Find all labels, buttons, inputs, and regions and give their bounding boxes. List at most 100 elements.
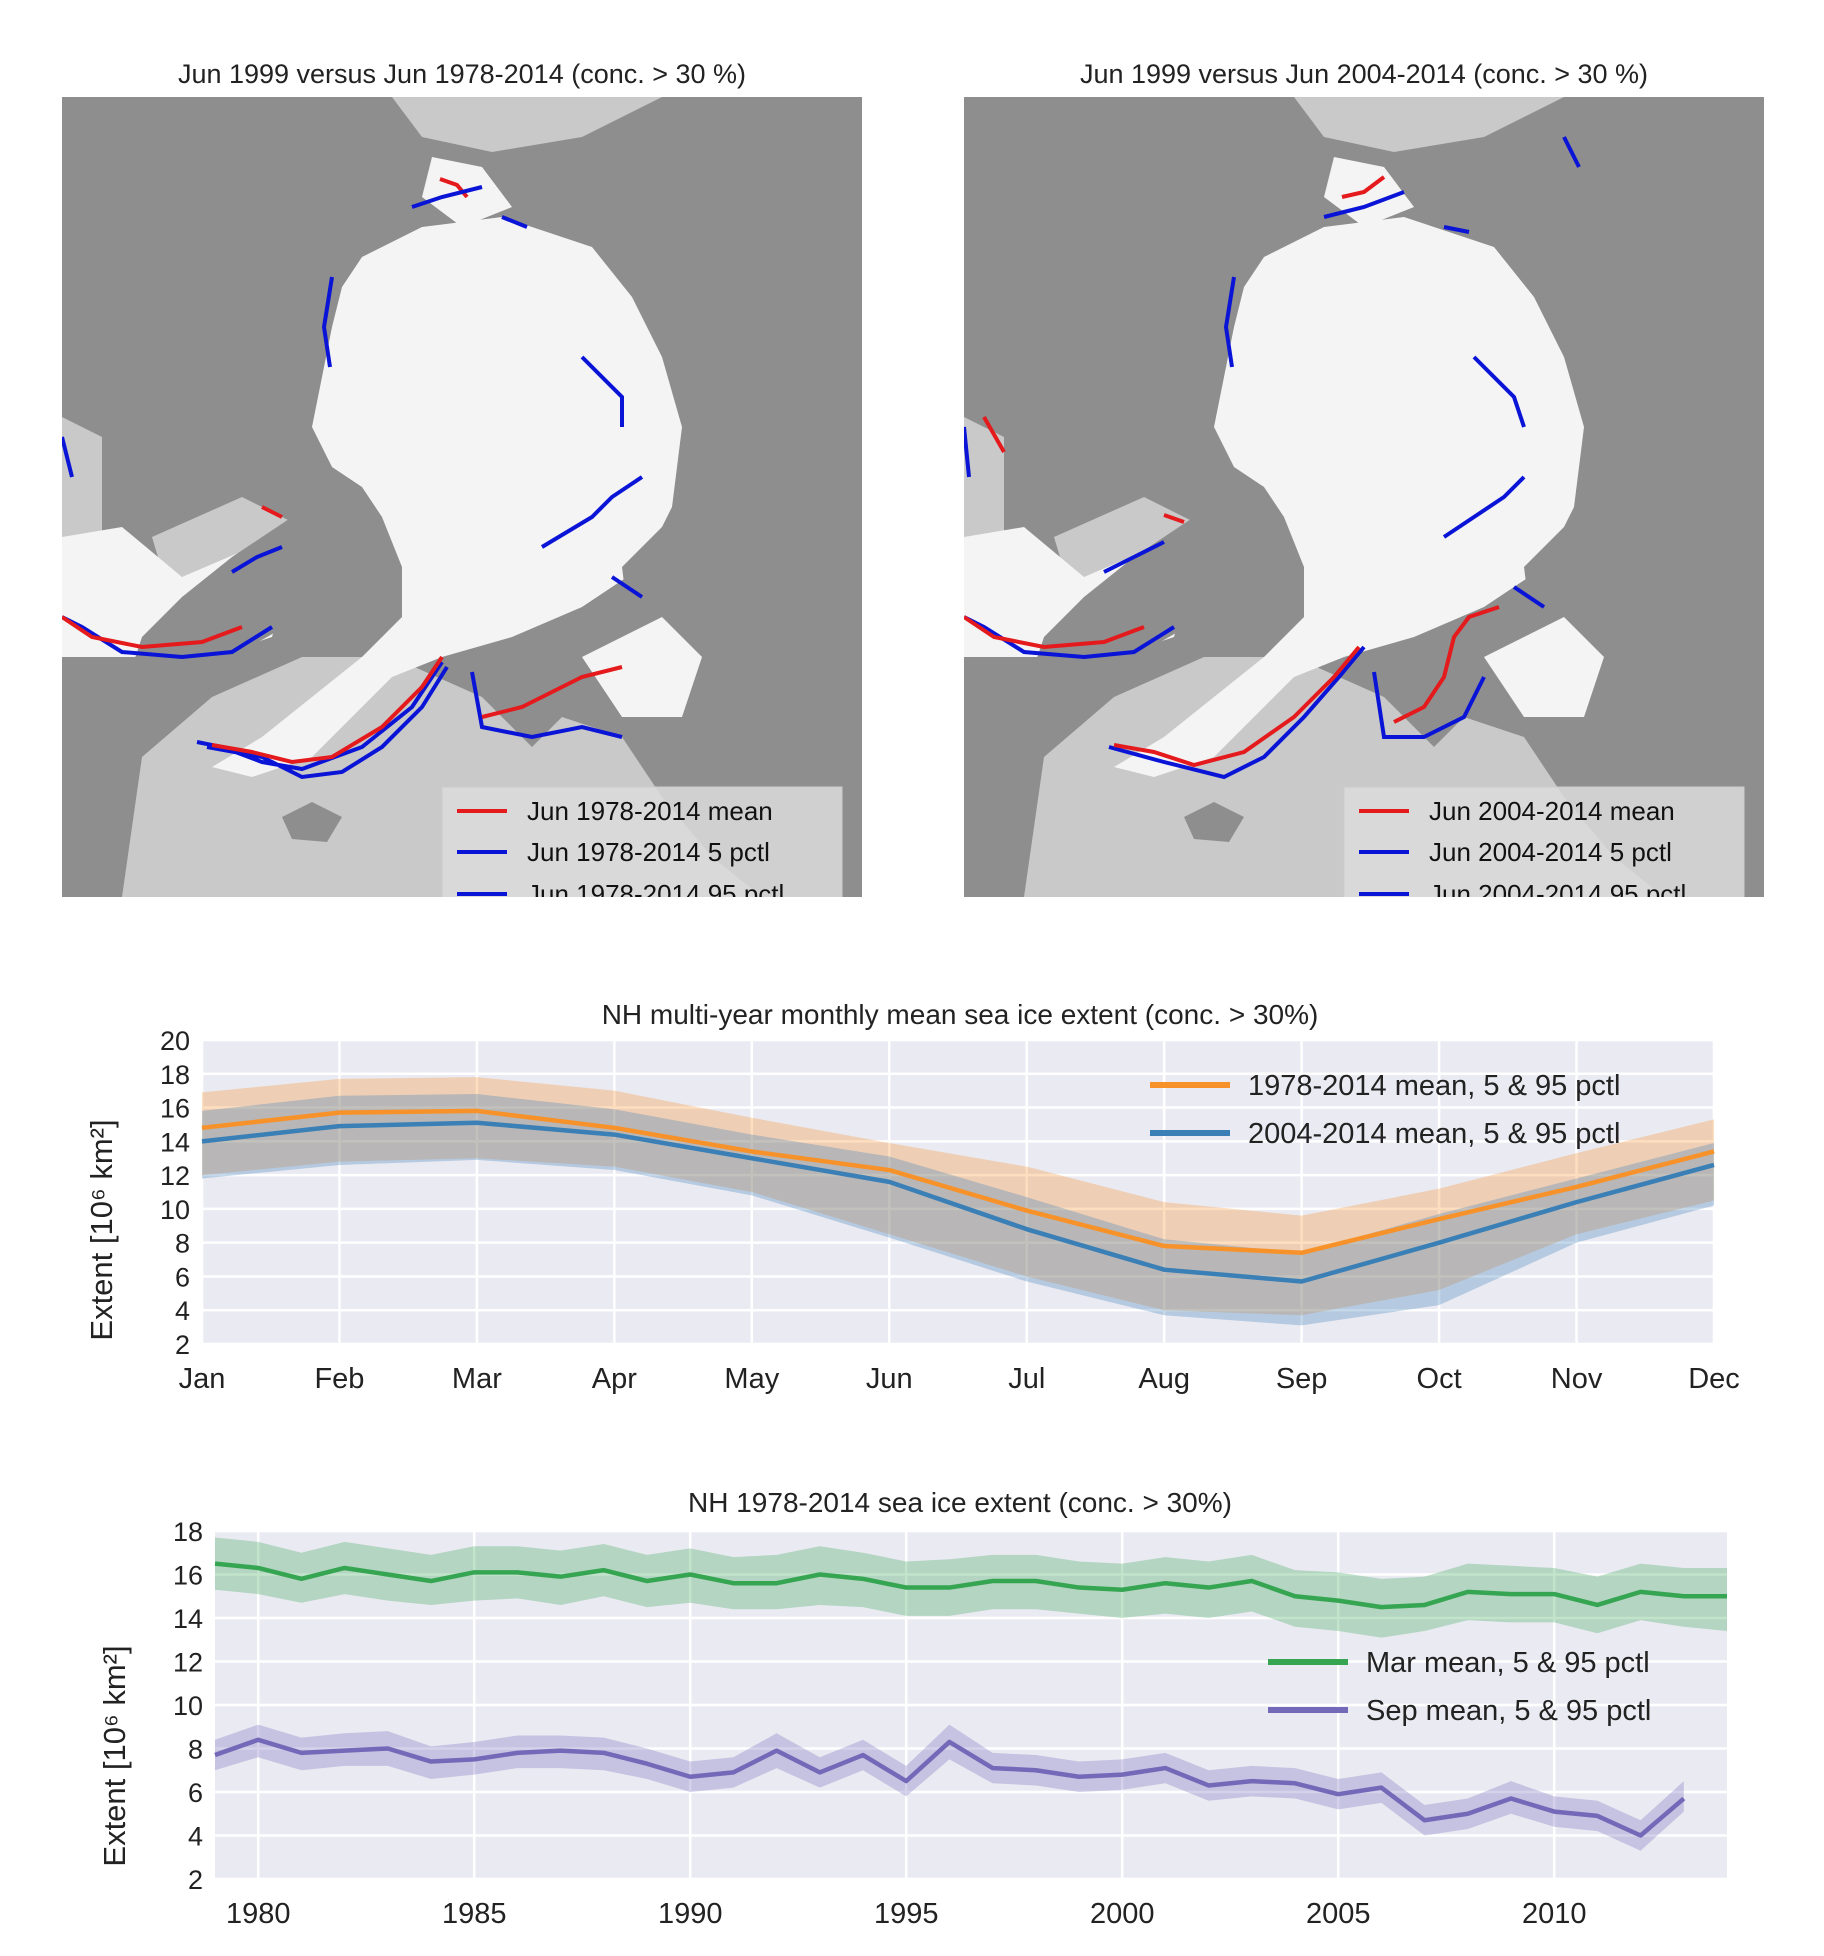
x-tick-label: May bbox=[724, 1363, 779, 1395]
land-novaya-zemlya bbox=[1524, 527, 1584, 617]
y-tick-label: 14 bbox=[160, 1127, 190, 1157]
y-tick-label: 14 bbox=[173, 1604, 203, 1634]
series-line bbox=[214, 1737, 1686, 1838]
x-tick-label: 2000 bbox=[1090, 1898, 1155, 1926]
land-svalbard bbox=[462, 642, 522, 697]
contour-95-pctl bbox=[61, 615, 623, 780]
y-tick-label: 8 bbox=[188, 1735, 203, 1765]
x-tick-labels: Jan Feb Mar Apr May Jun Jul Aug Sep Oct Nov Dec bbox=[179, 1363, 1740, 1395]
yearly-extent-chart: NH 1978-2014 sea ice extent (conc. > 30%… bbox=[97, 1487, 1727, 1926]
map-title: Jun 1999 versus Jun 1978-2014 (conc. > 3… bbox=[178, 59, 746, 89]
y-tick-label: 10 bbox=[160, 1195, 190, 1225]
percentile-bands bbox=[202, 1077, 1714, 1326]
legend-95-pctl-label: Jun 1978-2014 95 pctl bbox=[527, 879, 784, 897]
y-tick-label: 12 bbox=[173, 1648, 203, 1678]
x-tick-label: Dec bbox=[1688, 1363, 1740, 1395]
y-tick-label: 18 bbox=[173, 1517, 203, 1547]
y-tick-label: 20 bbox=[160, 1026, 190, 1056]
arctic-map: Jun 1978-2014 mean Jun 1978-2014 5 pctl … bbox=[60, 97, 862, 913]
x-tick-label: Nov bbox=[1551, 1363, 1603, 1395]
percentile-band bbox=[202, 1077, 1714, 1316]
legend-5-pctl-label: Jun 1978-2014 5 pctl bbox=[527, 837, 770, 867]
chart-title: NH 1978-2014 sea ice extent (conc. > 30%… bbox=[688, 1487, 1232, 1518]
x-tick-label: 1995 bbox=[874, 1898, 939, 1926]
land-iceland bbox=[282, 802, 342, 842]
contour-5-pctl bbox=[962, 136, 1581, 609]
y-tick-label: 16 bbox=[173, 1561, 203, 1591]
x-tick-label: Sep bbox=[1276, 1363, 1328, 1395]
legend-mean-label: Jun 1978-2014 mean bbox=[527, 796, 773, 826]
y-tick-label: 6 bbox=[175, 1262, 190, 1292]
x-tick-label: Jul bbox=[1008, 1363, 1045, 1395]
x-tick-label: Aug bbox=[1138, 1363, 1190, 1395]
percentile-band bbox=[202, 1094, 1714, 1326]
x-tick-label: 1985 bbox=[442, 1898, 507, 1926]
x-tick-label: 2010 bbox=[1522, 1898, 1587, 1926]
grid bbox=[215, 1529, 1727, 1881]
x-tick-label: 2005 bbox=[1306, 1898, 1371, 1926]
x-tick-label: Oct bbox=[1417, 1363, 1462, 1395]
legend-box bbox=[441, 786, 843, 913]
y-tick-label: 2 bbox=[188, 1865, 203, 1895]
map-legend: Jun 1978-2014 mean Jun 1978-2014 5 pctl … bbox=[441, 786, 843, 913]
monthly-extent-chart: NH multi-year monthly mean sea ice exten… bbox=[84, 999, 1740, 1395]
y-tick-label: 4 bbox=[188, 1822, 203, 1852]
legend-label: 1978-2014 mean, 5 & 95 pctl bbox=[1248, 1070, 1620, 1102]
y-tick-labels: 2 4 6 8 10 12 14 16 18 bbox=[173, 1517, 203, 1895]
x-tick-label: Feb bbox=[314, 1363, 364, 1395]
arctic-map: Jun 2004-2014 mean Jun 2004-2014 5 pctl … bbox=[962, 97, 1764, 913]
map-panel-1978-2014: Jun 1999 versus Jun 1978-2014 (conc. > 3… bbox=[60, 55, 862, 913]
x-tick-label: 1980 bbox=[226, 1898, 291, 1926]
x-tick-label: 1990 bbox=[658, 1898, 723, 1926]
series-line bbox=[214, 1561, 1727, 1610]
x-tick-label: Apr bbox=[592, 1363, 637, 1395]
legend-mean-label: Jun 2004-2014 mean bbox=[1429, 796, 1675, 826]
percentile-band bbox=[215, 1537, 1727, 1638]
mean-lines bbox=[201, 1108, 1715, 1284]
map-figure: Jun 1999 versus Jun 2004-2014 (conc. > 3… bbox=[962, 59, 1764, 913]
ice-barents bbox=[582, 617, 702, 717]
land-archipelago bbox=[1114, 347, 1214, 437]
legend-5-pctl-label: Jun 2004-2014 5 pctl bbox=[1429, 837, 1672, 867]
land-greenland bbox=[122, 497, 382, 757]
contour-mean bbox=[60, 177, 623, 765]
x-tick-label: Mar bbox=[452, 1363, 502, 1395]
percentile-bands bbox=[215, 1537, 1727, 1851]
map-title: Jun 1999 versus Jun 2004-2014 (conc. > 3… bbox=[1080, 59, 1648, 89]
contour-mean bbox=[962, 175, 1500, 768]
map-panel-2004-2014: Jun 1999 versus Jun 2004-2014 (conc. > 3… bbox=[962, 55, 1764, 913]
grid bbox=[200, 1038, 1716, 1346]
chart-legend: 1978-2014 mean, 5 & 95 pctl 2004-2014 mea… bbox=[1150, 1070, 1620, 1150]
y-tick-label: 8 bbox=[175, 1229, 190, 1259]
land-archipelago bbox=[212, 347, 312, 437]
y-tick-label: 18 bbox=[160, 1060, 190, 1090]
contour-95-pctl bbox=[963, 615, 1486, 780]
contour-5-pctl bbox=[60, 185, 644, 599]
series-line bbox=[201, 1108, 1715, 1256]
ice-barents bbox=[1484, 617, 1604, 717]
percentile-band bbox=[215, 1724, 1684, 1851]
y-tick-label: 16 bbox=[160, 1094, 190, 1124]
chart-title: NH multi-year monthly mean sea ice exten… bbox=[602, 999, 1319, 1030]
x-tick-label: Jun bbox=[866, 1363, 913, 1395]
legend-box bbox=[1343, 786, 1745, 913]
series-line bbox=[201, 1120, 1715, 1284]
y-tick-label: 2 bbox=[175, 1330, 190, 1360]
y-tick-label: 10 bbox=[173, 1691, 203, 1721]
y-tick-label: 6 bbox=[188, 1778, 203, 1808]
y-axis-label: Extent [10⁶ km²] bbox=[84, 1119, 119, 1340]
map-figure: Jun 1999 versus Jun 1978-2014 (conc. > 3… bbox=[60, 59, 862, 913]
legend-label: 2004-2014 mean, 5 & 95 pctl bbox=[1248, 1118, 1620, 1150]
y-tick-label: 12 bbox=[160, 1161, 190, 1191]
chart-legend: Mar mean, 5 & 95 pctl Sep mean, 5 & 95 pc… bbox=[1268, 1647, 1651, 1727]
ocean-pacific bbox=[392, 97, 662, 152]
land-greenland bbox=[1024, 497, 1284, 757]
x-tick-labels: 1980 1985 1990 1995 2000 2005 2010 bbox=[226, 1898, 1587, 1926]
legend-label: Sep mean, 5 & 95 pctl bbox=[1366, 1695, 1651, 1727]
land-svalbard bbox=[1364, 642, 1424, 697]
legend-label: Mar mean, 5 & 95 pctl bbox=[1366, 1647, 1650, 1679]
map-legend: Jun 2004-2014 mean Jun 2004-2014 5 pctl … bbox=[1343, 786, 1745, 913]
y-axis-label: Extent [10⁶ km²] bbox=[97, 1645, 132, 1866]
ocean-pacific bbox=[1294, 97, 1564, 152]
